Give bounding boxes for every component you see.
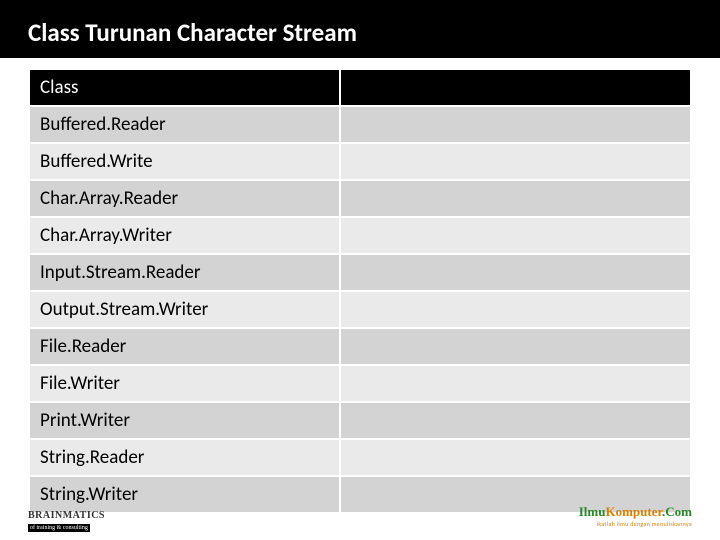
cell-class: Print.Writer xyxy=(29,402,340,439)
cell-class: String.Reader xyxy=(29,439,340,476)
cell-empty xyxy=(340,439,691,476)
table-row: Char.Array.Writer xyxy=(29,217,691,254)
table-row: Buffered.Reader xyxy=(29,106,691,143)
title-bar: Class Turunan Character Stream xyxy=(0,0,720,58)
cell-class: Buffered.Write xyxy=(29,143,340,180)
right-sub: ikatlah ilmu dengan menuliskannya xyxy=(579,520,692,528)
table-row: File.Reader xyxy=(29,328,691,365)
cell-empty xyxy=(340,180,691,217)
cell-empty xyxy=(340,217,691,254)
page-title: Class Turunan Character Stream xyxy=(28,17,357,48)
class-table: Class Buffered.ReaderBuffered.WriteChar.… xyxy=(28,68,692,514)
table-row: String.Reader xyxy=(29,439,691,476)
header-empty xyxy=(340,69,691,106)
footer-logo-left: BRAINMATICS of training & consulting xyxy=(28,510,105,532)
table-header-row: Class xyxy=(29,69,691,106)
table-row: Buffered.Write xyxy=(29,143,691,180)
table-row: Output.Stream.Writer xyxy=(29,291,691,328)
left-brand: BRAINMATICS xyxy=(28,510,105,521)
table-row: Input.Stream.Reader xyxy=(29,254,691,291)
table-row: File.Writer xyxy=(29,365,691,402)
cell-empty xyxy=(340,106,691,143)
cell-empty xyxy=(340,365,691,402)
cell-empty xyxy=(340,143,691,180)
header-class: Class xyxy=(29,69,340,106)
cell-class: File.Writer xyxy=(29,365,340,402)
cell-class: File.Reader xyxy=(29,328,340,365)
table-row: Char.Array.Reader xyxy=(29,180,691,217)
footer-logo-right: IlmuKomputer.Com ikatlah ilmu dengan men… xyxy=(579,504,692,528)
footer: BRAINMATICS of training & consulting Ilm… xyxy=(0,502,720,532)
table-container: Class Buffered.ReaderBuffered.WriteChar.… xyxy=(0,58,720,514)
left-tag: of training & consulting xyxy=(28,524,90,532)
table-row: Print.Writer xyxy=(29,402,691,439)
cell-class: Output.Stream.Writer xyxy=(29,291,340,328)
right-brand: IlmuKomputer.Com xyxy=(579,504,692,520)
cell-class: Buffered.Reader xyxy=(29,106,340,143)
cell-class: Input.Stream.Reader xyxy=(29,254,340,291)
cell-empty xyxy=(340,328,691,365)
cell-class: Char.Array.Writer xyxy=(29,217,340,254)
cell-class: Char.Array.Reader xyxy=(29,180,340,217)
cell-empty xyxy=(340,254,691,291)
cell-empty xyxy=(340,291,691,328)
cell-empty xyxy=(340,402,691,439)
